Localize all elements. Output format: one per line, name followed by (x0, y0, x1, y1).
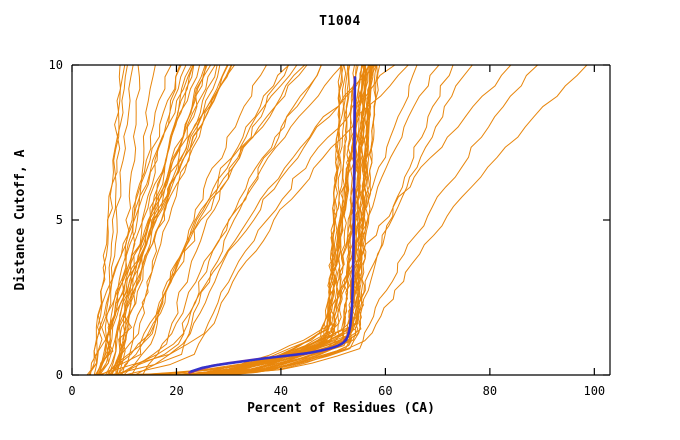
model-curve (121, 65, 308, 375)
model-curve (98, 65, 372, 375)
model-curve (90, 65, 194, 375)
model-curve (97, 65, 216, 375)
model-curve (219, 65, 538, 375)
y-tick-label: 10 (49, 58, 63, 72)
model-curve (213, 65, 454, 375)
x-tick-label: 100 (583, 384, 605, 398)
model-curve (193, 65, 440, 375)
x-tick-label: 20 (169, 384, 183, 398)
y-tick-label: 5 (56, 213, 63, 227)
model-curve (194, 65, 342, 375)
axis-tick-labels: 0 20 40 60 80 100 0 5 10 (49, 58, 606, 398)
model-curve (117, 65, 195, 375)
model-curve (199, 65, 418, 375)
model-curve (142, 65, 343, 375)
model-curve (206, 65, 378, 375)
model-curve (195, 65, 349, 375)
model-curve (110, 65, 322, 375)
model-curve (93, 65, 228, 375)
model-curve (89, 65, 182, 375)
model-curve (95, 65, 134, 375)
highlight-curve-highlight-blue (189, 76, 357, 373)
model-curve (118, 65, 376, 375)
model-curve (115, 65, 181, 375)
x-axis-label: Percent of Residues (CA) (247, 401, 435, 416)
model-curve (134, 65, 396, 375)
y-axis-label: Distance Cutoff, A (13, 149, 28, 290)
model-curve (106, 65, 208, 375)
model-curve (228, 65, 588, 375)
model-curve (149, 65, 377, 375)
model-curve (100, 65, 121, 375)
axis-ticks (71, 64, 610, 376)
model-curve (183, 65, 512, 375)
model-curve (131, 65, 289, 375)
model-curve (115, 65, 194, 375)
model-curve (100, 65, 306, 375)
model-curve (109, 65, 141, 375)
model-curve (108, 65, 290, 375)
model-curve (123, 65, 267, 375)
highlight-curves-group (188, 76, 357, 374)
chart-title: T1004 (319, 14, 361, 29)
x-tick-label: 40 (274, 384, 288, 398)
x-tick-label: 60 (378, 384, 392, 398)
x-tick-label: 80 (483, 384, 497, 398)
model-curve (86, 65, 128, 375)
y-tick-label: 0 (56, 368, 63, 382)
x-tick-label: 0 (68, 384, 75, 398)
